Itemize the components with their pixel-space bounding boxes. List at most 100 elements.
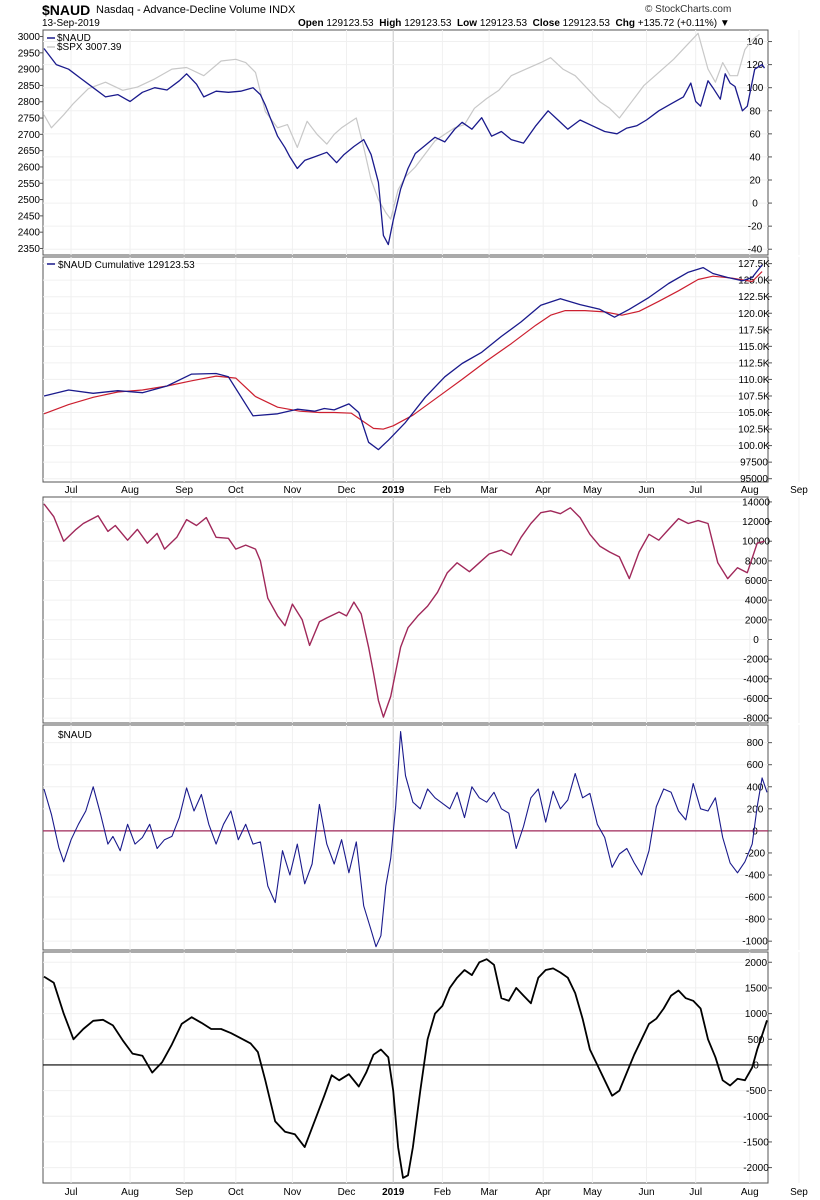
panel-frame-1 xyxy=(42,29,769,256)
chg-value: +135.72 (+0.11%) xyxy=(637,18,718,29)
y-tick-label-right: 127.5K xyxy=(738,259,770,270)
y-tick-label-right: 112.5K xyxy=(739,358,770,369)
y-tick-label-right: 122.5K xyxy=(738,292,770,303)
y-tick-label-right: 4000 xyxy=(745,596,768,607)
y-tick-label-right: 105.0K xyxy=(738,408,770,419)
chg-label: Chg xyxy=(615,18,635,29)
y-tick-label-right: -6000 xyxy=(743,694,769,705)
series-line-panel-3 xyxy=(43,503,765,718)
y-tick-label-right: -20 xyxy=(748,222,763,233)
symbol-name: Nasdaq - Advance-Decline Volume xyxy=(96,4,266,16)
y-tick-label-right: 400 xyxy=(747,782,764,793)
y-tick-label-right: 2000 xyxy=(745,958,768,969)
x-tick-label: Jun xyxy=(638,485,654,496)
y-tick-label-right: -800 xyxy=(745,915,765,926)
y-tick-label-right: 120.0K xyxy=(738,309,770,320)
series-line--naud xyxy=(43,48,766,246)
y-tick-label-right: 800 xyxy=(747,738,764,749)
x-tick-label: Sep xyxy=(790,1187,808,1198)
x-tick-label: May xyxy=(583,485,602,496)
y-tick-label-left: 2600 xyxy=(18,162,41,173)
x-tick-label: Aug xyxy=(121,485,139,496)
close-label: Close xyxy=(532,18,560,29)
series-line-ma xyxy=(43,271,763,430)
symbol-label: $NAUD xyxy=(42,2,91,18)
y-tick-label-right: 95000 xyxy=(740,474,768,485)
high-value: 129123.53 xyxy=(404,18,452,29)
y-tick-label-right: 0 xyxy=(752,199,758,210)
low-value: 129123.53 xyxy=(479,18,528,29)
y-tick-label-right: 107.5K xyxy=(738,391,770,402)
exchange-label: INDX xyxy=(269,4,296,16)
y-tick-label-right: 20 xyxy=(749,176,761,187)
date-label: 13-Sep-2019 xyxy=(42,18,100,29)
x-tick-label: Apr xyxy=(535,1187,551,1198)
x-tick-label: Sep xyxy=(175,1187,193,1198)
y-tick-label-right: 100 xyxy=(747,83,764,94)
x-tick-label: Jul xyxy=(65,1187,78,1198)
x-tick-label: Jul xyxy=(689,485,702,496)
x-tick-label: May xyxy=(583,1187,602,1198)
x-tick-label: Feb xyxy=(434,1187,452,1198)
open-label: Open xyxy=(298,18,324,29)
legend-entry: $SPX 3007.39 xyxy=(57,42,122,53)
legend-entry: $NAUD xyxy=(57,33,91,44)
y-tick-label-right: 1000 xyxy=(745,1009,768,1020)
y-tick-label-right: -2000 xyxy=(743,1163,769,1174)
x-tick-label: Mar xyxy=(480,485,498,496)
panel-frame-2 xyxy=(42,256,769,483)
x-tick-label: 2019 xyxy=(382,485,405,496)
y-tick-label-left: 2450 xyxy=(18,211,41,222)
y-tick-label-right: 500 xyxy=(748,1035,765,1046)
symbol-description: Nasdaq - Advance-Decline Volume INDX xyxy=(96,4,295,16)
y-tick-label-right: -40 xyxy=(748,245,763,256)
x-tick-label: Jun xyxy=(638,1187,654,1198)
y-tick-label-left: 2700 xyxy=(18,130,41,141)
x-tick-label: Nov xyxy=(283,485,301,496)
x-tick-label: Jul xyxy=(689,1187,702,1198)
series-line-panel-5 xyxy=(43,958,768,1179)
y-tick-label-right: 0 xyxy=(752,826,758,837)
y-tick-label-left: 2400 xyxy=(18,228,41,239)
x-tick-label: Apr xyxy=(535,485,551,496)
y-tick-label-right: -1000 xyxy=(743,1112,769,1123)
x-tick-label: Sep xyxy=(790,485,808,496)
panel-frame-5 xyxy=(42,951,769,1184)
y-tick-label-right: 8000 xyxy=(745,556,768,567)
y-tick-label-right: 102.5K xyxy=(738,425,770,436)
y-tick-label-left: 2900 xyxy=(18,65,41,76)
brand-label: © StockCharts.com xyxy=(645,4,732,15)
panel-frame-3 xyxy=(42,496,769,724)
y-tick-label-right: 0 xyxy=(753,635,759,646)
x-tick-label: Mar xyxy=(480,1187,498,1198)
x-tick-label: Nov xyxy=(283,1187,301,1198)
chart-header: $NAUD Nasdaq - Advance-Decline Volume IN… xyxy=(0,0,820,30)
y-tick-label-right: -1500 xyxy=(743,1137,769,1148)
x-tick-label: Sep xyxy=(175,485,193,496)
close-value: 129123.53 xyxy=(562,18,610,29)
y-tick-label-right: -8000 xyxy=(743,714,769,725)
y-tick-label-right: -400 xyxy=(745,871,765,882)
x-tick-label: Jul xyxy=(65,485,78,496)
y-tick-label-right: -200 xyxy=(745,848,765,859)
y-tick-label-right: -4000 xyxy=(743,674,769,685)
y-tick-label-left: 2550 xyxy=(18,179,41,190)
y-tick-label-right: 10000 xyxy=(742,537,770,548)
y-tick-label-right: 60 xyxy=(749,129,761,140)
y-tick-label-right: 1500 xyxy=(745,983,768,994)
y-tick-label-right: 200 xyxy=(747,804,764,815)
open-value: 129123.53 xyxy=(326,18,374,29)
y-tick-label-right: -500 xyxy=(746,1086,766,1097)
series-line--naud-daily xyxy=(43,731,768,948)
x-tick-label: Aug xyxy=(741,485,759,496)
series-line--naud-cumulative xyxy=(43,264,763,451)
x-tick-label: Aug xyxy=(741,1187,759,1198)
y-tick-label-right: 12000 xyxy=(742,517,770,528)
y-tick-label-right: 115.0K xyxy=(739,342,770,353)
y-tick-label-right: 600 xyxy=(747,760,764,771)
y-tick-label-left: 2500 xyxy=(18,195,41,206)
panel-title: $NAUD xyxy=(58,730,92,741)
y-tick-label-left: 2750 xyxy=(18,114,41,125)
down-arrow-icon: ▼ xyxy=(719,18,730,29)
